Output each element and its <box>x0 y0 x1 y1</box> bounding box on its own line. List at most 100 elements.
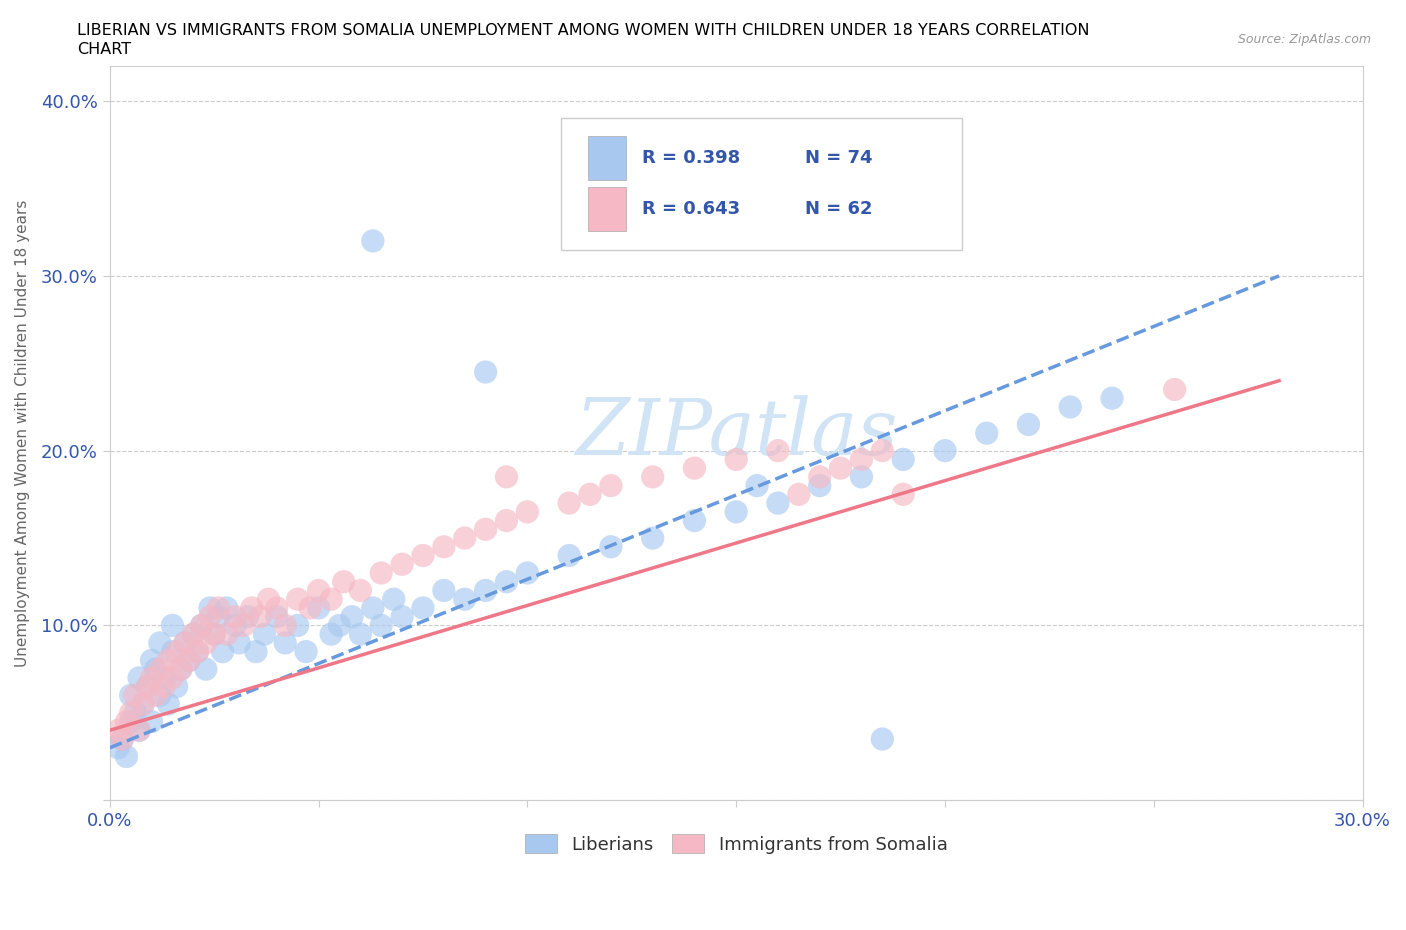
Liberians <box>745 478 768 493</box>
Liberians <box>412 601 434 616</box>
Liberians <box>141 714 163 729</box>
Immigrants from Somalia <box>145 688 167 703</box>
Immigrants from Somalia <box>111 732 134 747</box>
Immigrants from Somalia <box>149 661 172 676</box>
Liberians <box>128 671 150 685</box>
Immigrants from Somalia <box>433 539 456 554</box>
Immigrants from Somalia <box>141 671 163 685</box>
Liberians <box>120 688 142 703</box>
Liberians <box>391 609 413 624</box>
Immigrants from Somalia <box>370 565 392 580</box>
Liberians <box>215 601 238 616</box>
Immigrants from Somalia <box>240 601 263 616</box>
Immigrants from Somalia <box>120 705 142 720</box>
Liberians <box>851 470 873 485</box>
Immigrants from Somalia <box>495 470 517 485</box>
Liberians <box>328 618 350 632</box>
Liberians <box>120 714 142 729</box>
Liberians <box>370 618 392 632</box>
Immigrants from Somalia <box>186 644 208 659</box>
Liberians <box>157 697 180 711</box>
Liberians <box>361 601 384 616</box>
Immigrants from Somalia <box>181 627 204 642</box>
Text: R = 0.643: R = 0.643 <box>643 201 741 219</box>
Liberians <box>149 688 172 703</box>
Liberians <box>266 609 288 624</box>
Liberians <box>181 627 204 642</box>
Liberians <box>115 749 138 764</box>
Liberians <box>808 478 831 493</box>
Liberians <box>516 565 538 580</box>
Immigrants from Somalia <box>454 531 477 546</box>
Immigrants from Somalia <box>287 591 309 606</box>
Immigrants from Somalia <box>107 723 129 737</box>
Liberians <box>162 644 184 659</box>
Liberians <box>340 609 363 624</box>
Liberians <box>107 740 129 755</box>
Immigrants from Somalia <box>332 575 354 590</box>
Immigrants from Somalia <box>299 601 322 616</box>
Liberians <box>128 723 150 737</box>
Immigrants from Somalia <box>766 444 789 458</box>
Immigrants from Somalia <box>830 460 852 475</box>
Immigrants from Somalia <box>787 487 810 502</box>
Text: LIBERIAN VS IMMIGRANTS FROM SOMALIA UNEMPLOYMENT AMONG WOMEN WITH CHILDREN UNDER: LIBERIAN VS IMMIGRANTS FROM SOMALIA UNEM… <box>77 23 1090 38</box>
Immigrants from Somalia <box>516 504 538 519</box>
Liberians <box>253 627 276 642</box>
Immigrants from Somalia <box>391 557 413 572</box>
Liberians <box>725 504 748 519</box>
Liberians <box>872 732 894 747</box>
Liberians <box>495 575 517 590</box>
Liberians <box>228 635 250 650</box>
Liberians <box>145 661 167 676</box>
Immigrants from Somalia <box>207 601 229 616</box>
Immigrants from Somalia <box>194 635 217 650</box>
Immigrants from Somalia <box>891 487 914 502</box>
Liberians <box>474 583 496 598</box>
Immigrants from Somalia <box>215 627 238 642</box>
Liberians <box>141 653 163 668</box>
Liberians <box>683 513 706 528</box>
Liberians <box>111 732 134 747</box>
Immigrants from Somalia <box>872 444 894 458</box>
Immigrants from Somalia <box>179 653 201 668</box>
Liberians <box>891 452 914 467</box>
Text: N = 74: N = 74 <box>806 149 873 166</box>
FancyBboxPatch shape <box>588 188 626 232</box>
Liberians <box>349 627 371 642</box>
Liberians <box>599 539 621 554</box>
Immigrants from Somalia <box>474 522 496 537</box>
Liberians <box>162 618 184 632</box>
Liberians <box>1059 400 1081 415</box>
Liberians <box>198 601 221 616</box>
Immigrants from Somalia <box>174 635 197 650</box>
Liberians <box>211 644 233 659</box>
Immigrants from Somalia <box>558 496 581 511</box>
Immigrants from Somalia <box>202 627 225 642</box>
Y-axis label: Unemployment Among Women with Children Under 18 years: Unemployment Among Women with Children U… <box>15 200 30 667</box>
Liberians <box>149 635 172 650</box>
Immigrants from Somalia <box>115 714 138 729</box>
Liberians <box>361 233 384 248</box>
FancyBboxPatch shape <box>561 117 962 249</box>
Liberians <box>166 679 188 694</box>
Liberians <box>132 697 155 711</box>
Immigrants from Somalia <box>308 583 330 598</box>
Immigrants from Somalia <box>136 679 159 694</box>
Immigrants from Somalia <box>249 609 271 624</box>
Immigrants from Somalia <box>321 591 343 606</box>
Immigrants from Somalia <box>224 609 246 624</box>
Liberians <box>202 627 225 642</box>
Immigrants from Somalia <box>232 618 254 632</box>
Immigrants from Somalia <box>166 644 188 659</box>
Legend: Liberians, Immigrants from Somalia: Liberians, Immigrants from Somalia <box>517 827 955 861</box>
Text: ZIPatlas: ZIPatlas <box>575 395 897 472</box>
Liberians <box>194 661 217 676</box>
Liberians <box>766 496 789 511</box>
Immigrants from Somalia <box>725 452 748 467</box>
Liberians <box>174 635 197 650</box>
Text: Source: ZipAtlas.com: Source: ZipAtlas.com <box>1237 33 1371 46</box>
Liberians <box>934 444 956 458</box>
Immigrants from Somalia <box>162 671 184 685</box>
Immigrants from Somalia <box>683 460 706 475</box>
